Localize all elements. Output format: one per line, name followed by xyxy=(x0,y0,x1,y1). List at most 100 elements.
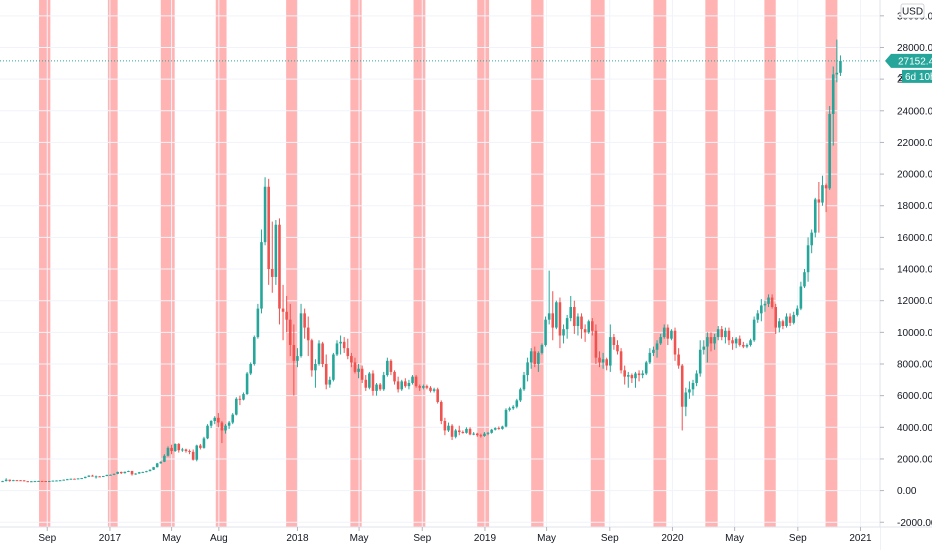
candle-89 xyxy=(321,341,324,368)
highlight-band-4 xyxy=(286,0,298,527)
candle-79 xyxy=(285,295,288,333)
candle-207 xyxy=(745,343,749,349)
candle-92 xyxy=(332,352,335,382)
candle-199 xyxy=(716,326,720,341)
candle-body-148 xyxy=(533,351,537,364)
candle-body-133 xyxy=(479,435,483,437)
candle-191 xyxy=(688,381,691,399)
candle-6 xyxy=(22,480,26,482)
candle-213 xyxy=(767,294,770,308)
candle-226 xyxy=(813,197,817,238)
candle-131 xyxy=(472,432,475,436)
y-tick-label-5: 20000.00 xyxy=(897,170,932,181)
candle-body-154 xyxy=(555,302,558,328)
candle-54 xyxy=(195,444,199,462)
candle-body-25 xyxy=(91,475,94,477)
candle-body-79 xyxy=(285,311,288,320)
candle-142 xyxy=(511,405,515,410)
candle-body-39 xyxy=(141,471,145,473)
x-tick-label-12: Sep xyxy=(789,533,807,544)
y-tick-label-6: 18000.00 xyxy=(897,201,932,212)
candle-body-49 xyxy=(177,443,181,451)
x-tick-label-2: May xyxy=(162,533,181,544)
candle-29 xyxy=(105,474,109,477)
candle-body-212 xyxy=(763,303,767,306)
candle-body-227 xyxy=(817,199,821,203)
candle-138 xyxy=(497,426,501,430)
candle-body-136 xyxy=(490,429,493,433)
candle-body-28 xyxy=(101,476,105,478)
vertical-gridlines xyxy=(46,0,861,527)
candle-143 xyxy=(515,398,519,409)
candle-155 xyxy=(558,297,562,349)
candle-193 xyxy=(695,370,698,387)
candle-122 xyxy=(439,400,443,425)
candle-84 xyxy=(303,308,306,339)
candle-body-197 xyxy=(709,337,713,344)
candle-body-74 xyxy=(267,186,270,270)
candle-19 xyxy=(69,478,73,480)
candle-214 xyxy=(770,294,774,309)
candle-52 xyxy=(188,449,191,455)
candle-body-48 xyxy=(173,443,177,452)
candle-91 xyxy=(328,376,332,388)
candle-body-53 xyxy=(191,451,195,460)
highlight-band-6 xyxy=(413,0,426,527)
candle-body-47 xyxy=(170,447,173,452)
y-tick-label-11: 8000.00 xyxy=(897,359,932,370)
candle-64 xyxy=(231,413,235,425)
candle-90 xyxy=(324,354,328,390)
candle-body-73 xyxy=(263,186,267,243)
candle-body-59 xyxy=(213,417,217,421)
time-axis-panel[interactable] xyxy=(0,527,880,550)
y-tick-label-4: 22000.00 xyxy=(897,138,932,149)
candle-107 xyxy=(386,357,389,377)
candle-24 xyxy=(87,475,91,477)
candle-57 xyxy=(206,424,209,440)
time-axis-ticks: Sep 2017 May Aug 2018 May Sep 2019 May Sep 2020 May… xyxy=(38,527,872,544)
candle-74 xyxy=(267,178,270,285)
candle-body-88 xyxy=(317,343,321,364)
candle-body-55 xyxy=(199,445,202,448)
candle-body-199 xyxy=(716,329,720,338)
candle-217 xyxy=(781,319,785,330)
candle-body-1 xyxy=(4,479,8,482)
price-axis-partial-label: 2 xyxy=(898,73,904,84)
candle-12 xyxy=(44,480,48,483)
candle-188 xyxy=(677,348,680,369)
candle-body-66 xyxy=(238,398,242,400)
y-tick-label-13: 4000.00 xyxy=(897,423,932,434)
candle-body-72 xyxy=(260,242,263,309)
candle-13 xyxy=(48,480,51,483)
candle-219 xyxy=(788,313,792,327)
candle-77 xyxy=(278,218,281,325)
candle-218 xyxy=(785,313,788,328)
candle-body-16 xyxy=(58,480,62,482)
candle-body-44 xyxy=(159,461,163,464)
candle-body-147 xyxy=(529,351,533,363)
currency-label-box[interactable] xyxy=(900,3,925,19)
price-axis-panel[interactable] xyxy=(880,0,932,550)
candle-189 xyxy=(680,363,684,431)
candle-body-42 xyxy=(152,467,155,470)
candle-body-132 xyxy=(475,433,479,436)
candle-body-52 xyxy=(188,451,191,453)
candle-85 xyxy=(306,316,310,357)
candle-body-189 xyxy=(680,365,684,407)
y-tick-label-15: 0.00 xyxy=(897,486,917,497)
candle-body-129 xyxy=(465,428,468,433)
candle-227 xyxy=(817,181,821,233)
candle-body-19 xyxy=(69,478,73,480)
candle-body-157 xyxy=(565,318,569,330)
candle-body-222 xyxy=(799,286,803,309)
candle-141 xyxy=(508,406,511,412)
candle-body-109 xyxy=(393,371,396,382)
candle-128 xyxy=(461,430,465,434)
candle-168 xyxy=(605,357,608,371)
candle-body-153 xyxy=(551,313,555,328)
y-tick-label-3: 24000.00 xyxy=(897,106,932,117)
x-tick-label-9: Sep xyxy=(601,533,619,544)
candle-body-117 xyxy=(422,386,425,388)
candle-165 xyxy=(594,324,598,364)
